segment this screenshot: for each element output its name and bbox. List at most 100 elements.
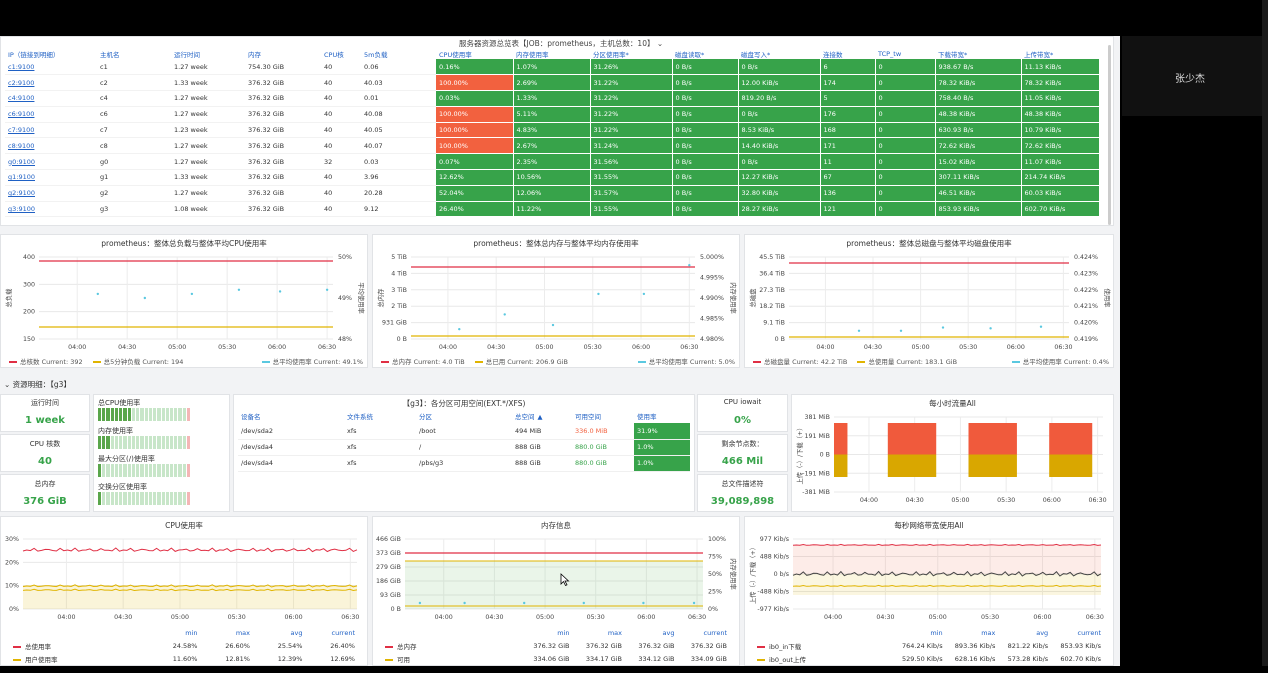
- table-row: c1:9100 c1 1.27 week 754.30 GiB 40 0.06 0.16% 1…: [5, 59, 1100, 76]
- legend-row[interactable]: 总内存 376.32 GiB 376.32 GiB 376.32 GiB 376.32 …: [381, 639, 731, 652]
- legend-row[interactable]: 用户使用率 11.60% 12.81% 12.39% 12.69%: [9, 652, 359, 665]
- host-link[interactable]: c6:9100: [5, 106, 97, 123]
- column-header[interactable]: CPU核: [324, 51, 344, 59]
- column-header[interactable]: 内存: [248, 51, 261, 59]
- column-header[interactable]: 使用率: [637, 413, 657, 421]
- column-header[interactable]: 主机名: [100, 51, 120, 59]
- column-header[interactable]: 磁盘写入*: [741, 51, 771, 59]
- host-link[interactable]: c2:9100: [5, 74, 97, 92]
- legend-item[interactable]: 总内存 Current: 4.0 TiB: [381, 358, 465, 366]
- legend-column-header[interactable]: min: [557, 628, 570, 637]
- table-cell: 40.03: [361, 74, 436, 92]
- table-scrollbar[interactable]: [1108, 45, 1111, 225]
- column-header[interactable]: IP（链接到明细）: [8, 51, 60, 59]
- x-tick-label: 06:30: [341, 614, 359, 621]
- column-header[interactable]: 分区使用率*: [593, 51, 629, 59]
- column-header[interactable]: 下载带宽*: [938, 51, 968, 59]
- table-cell: 376.32 GiB: [245, 74, 321, 92]
- mem-usage-point: [463, 601, 466, 605]
- host-link[interactable]: g1:9100: [5, 169, 97, 186]
- x-tick-label: 04:30: [487, 344, 505, 351]
- y-tick-label: -977 Kib/s: [757, 606, 789, 613]
- legend-column-header[interactable]: avg: [662, 628, 675, 637]
- legend-column-header[interactable]: min: [930, 628, 943, 637]
- legend-item[interactable]: 总已用 Current: 206.9 GiB: [474, 358, 568, 366]
- legend-row[interactable]: 可用 334.06 GiB 334.17 GiB 334.12 GiB 334.09 G…: [381, 652, 731, 665]
- legend-text: 总使用量 Current: 183.1 GiB: [868, 358, 958, 366]
- host-link[interactable]: c1:9100: [5, 59, 97, 76]
- table-cell: 40.05: [361, 122, 436, 139]
- legend-item[interactable]: 总平均使用率 Current: 49.1%: [261, 356, 363, 366]
- legend-item[interactable]: 总使用量 Current: 183.1 GiB: [857, 358, 957, 366]
- legend-item[interactable]: 总5分钟负载 Current: 194: [92, 358, 183, 366]
- column-header[interactable]: 分区: [419, 413, 432, 421]
- x-tick-label: 05:30: [218, 344, 236, 351]
- y-tick-label: 150: [23, 336, 35, 343]
- panel-title: prometheus：整体总内存与整体平均内存使用率: [473, 239, 639, 248]
- host-link[interactable]: c8:9100: [5, 137, 97, 155]
- host-link[interactable]: c7:9100: [5, 122, 97, 139]
- column-header[interactable]: 5m负载: [364, 51, 388, 59]
- legend-column-header[interactable]: min: [185, 628, 198, 637]
- column-header[interactable]: 连接数: [823, 51, 843, 59]
- host-link[interactable]: c4:9100: [5, 90, 97, 107]
- legend-row[interactable]: ib0_out上传 529.50 Kib/s 628.16 Kib/s 573.28 …: [753, 652, 1105, 665]
- x-tick-label: 06:30: [1089, 497, 1107, 504]
- host-link[interactable]: g2:9100: [5, 185, 97, 202]
- legend-row[interactable]: 总使用率 24.58% 26.60% 25.54% 26.40%: [9, 639, 359, 652]
- legend-column-header[interactable]: max: [981, 628, 996, 637]
- column-header[interactable]: 文件系统: [347, 413, 373, 421]
- inodes-label: 剩余节点数：: [721, 440, 764, 448]
- y-tick-label: 488 Kib/s: [760, 554, 789, 561]
- column-header[interactable]: 可用空间: [575, 413, 601, 421]
- host-link[interactable]: g3:9100: [5, 201, 97, 218]
- legend-column-header[interactable]: max: [235, 628, 250, 637]
- dashboard: 服务器资源总览表【JOB：prometheus，主机总数：10】 ⌄ IP（链接…: [0, 36, 1120, 666]
- legend-value: 12.39%: [277, 654, 303, 663]
- column-header[interactable]: 磁盘读取*: [675, 51, 705, 59]
- column-header[interactable]: 上传带宽*: [1024, 51, 1054, 59]
- legend-item[interactable]: 总平均使用率 Current: 0.4%: [1011, 356, 1109, 366]
- legend-item[interactable]: 总磁盘量 Current: 42.2 TiB: [753, 358, 847, 366]
- legend-value: 12.69%: [330, 654, 355, 663]
- column-header[interactable]: 内存使用率: [516, 51, 549, 59]
- column-header[interactable]: CPU使用率: [439, 51, 472, 59]
- y-tick-label: 0 b/s: [774, 571, 789, 578]
- table-cell: 12.06%: [513, 185, 591, 202]
- legend-column-header[interactable]: current: [703, 628, 727, 637]
- uptime-stat: 运行时间 1 week: [0, 394, 90, 432]
- host-link[interactable]: g0:9100: [5, 153, 97, 171]
- table-cell: 1.0%: [634, 439, 690, 456]
- table-cell: 0 B/s: [738, 59, 821, 76]
- legend-swatch: [637, 361, 646, 363]
- table-cell: 28.27 KiB/s: [738, 201, 821, 218]
- legend-item[interactable]: 总核数 Current: 392: [9, 358, 83, 366]
- total-usage-series: [22, 547, 358, 553]
- column-header[interactable]: 总空间 ▲: [515, 413, 543, 421]
- x-tick-label: 04:30: [876, 614, 894, 621]
- table-cell: 754.30 GiB: [245, 59, 321, 76]
- legend-column-header[interactable]: max: [607, 628, 622, 637]
- table-cell: 376.32 GiB: [245, 185, 321, 202]
- legend-column-header[interactable]: avg: [290, 628, 303, 637]
- panel-title: CPU使用率: [165, 521, 203, 530]
- panel-title: prometheus：整体总磁盘与整体平均磁盘使用率: [846, 239, 1012, 248]
- table-row: /dev/sda4 xfs/888 GiB 880.0 GiB 1.0%: [238, 439, 690, 456]
- column-header[interactable]: 运行时间: [174, 51, 200, 59]
- legend-column-header[interactable]: current: [1077, 628, 1101, 637]
- column-header[interactable]: TCP_tw: [878, 50, 902, 58]
- bar-gauge-label: 最大分区(/)使用率: [98, 455, 155, 463]
- table-cell: 171: [820, 137, 876, 155]
- section-row-toggle[interactable]: ⌄ 资源明细：【g3】: [4, 380, 71, 389]
- table-cell: 0.16%: [436, 59, 514, 76]
- legend-column-header[interactable]: avg: [1036, 628, 1049, 637]
- table-cell: 8.53 KiB/s: [738, 122, 821, 139]
- right-strip: [1262, 0, 1268, 673]
- column-header[interactable]: 设备名: [241, 413, 261, 421]
- y2-tick-label: 0.423%: [1074, 270, 1098, 277]
- server-table-title[interactable]: 服务器资源总览表【JOB：prometheus，主机总数：10】 ⌄: [459, 39, 664, 48]
- legend-item[interactable]: 总平均使用率 Current: 5.0%: [637, 356, 735, 366]
- legend-row[interactable]: ib0_in下载 764.24 Kib/s 893.36 Kib/s 821.22 K…: [753, 639, 1105, 652]
- legend-column-header[interactable]: current: [331, 628, 355, 637]
- table-cell: 46.51 KiB/s: [935, 185, 1022, 202]
